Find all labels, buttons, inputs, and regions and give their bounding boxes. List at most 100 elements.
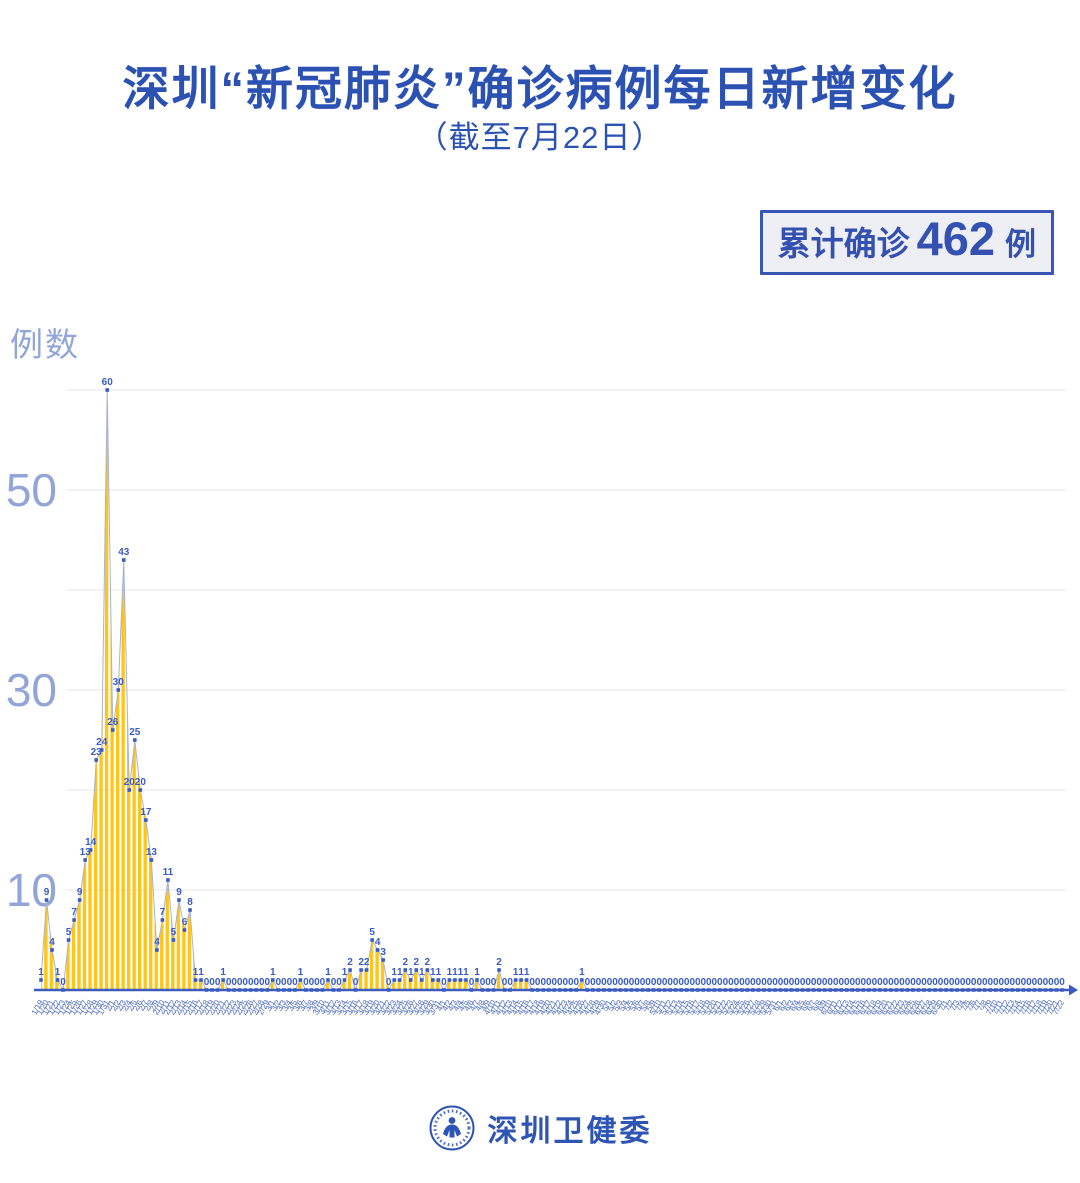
value-label: 0 bbox=[684, 977, 690, 988]
data-point bbox=[591, 988, 595, 992]
value-label: 0 bbox=[866, 977, 872, 988]
value-label: 0 bbox=[1026, 977, 1032, 988]
x-axis-arrow-icon bbox=[1069, 984, 1078, 996]
data-point bbox=[480, 988, 485, 992]
data-point bbox=[756, 988, 761, 992]
value-label: 0 bbox=[645, 977, 651, 988]
data-point bbox=[133, 738, 137, 742]
value-label: 0 bbox=[982, 977, 988, 988]
data-point bbox=[144, 818, 148, 822]
data-point bbox=[784, 988, 788, 992]
data-point bbox=[177, 898, 181, 902]
data-point bbox=[248, 988, 253, 992]
data-point bbox=[894, 988, 899, 992]
data-point bbox=[226, 988, 231, 992]
data-point bbox=[149, 858, 154, 862]
data-point bbox=[844, 988, 849, 992]
data-point bbox=[83, 858, 87, 862]
data-point bbox=[867, 988, 871, 992]
value-label: 0 bbox=[253, 977, 259, 988]
value-label: 0 bbox=[507, 977, 513, 988]
value-label: 2 bbox=[414, 957, 420, 968]
value-label: 0 bbox=[894, 977, 900, 988]
data-point bbox=[657, 988, 661, 992]
data-point bbox=[447, 978, 452, 982]
data-point bbox=[182, 928, 187, 932]
data-point bbox=[563, 988, 568, 992]
data-point bbox=[811, 988, 816, 992]
data-point bbox=[569, 988, 573, 992]
value-label: 0 bbox=[596, 977, 602, 988]
value-label: 0 bbox=[734, 977, 740, 988]
data-point bbox=[381, 958, 385, 962]
y-tick-label: 10 bbox=[6, 864, 57, 916]
value-label: 0 bbox=[999, 977, 1005, 988]
value-label: 7 bbox=[71, 907, 77, 918]
data-point bbox=[905, 988, 910, 992]
data-point bbox=[557, 988, 562, 992]
data-point bbox=[458, 978, 463, 982]
data-point bbox=[806, 988, 810, 992]
value-label: 5 bbox=[171, 927, 177, 938]
data-point bbox=[1060, 988, 1064, 992]
value-label: 0 bbox=[949, 977, 955, 988]
value-label: 9 bbox=[176, 887, 182, 898]
data-point bbox=[475, 978, 479, 982]
value-label: 1 bbox=[55, 967, 61, 978]
data-point bbox=[320, 988, 325, 992]
data-point bbox=[1016, 988, 1020, 992]
value-label: 1 bbox=[342, 967, 348, 978]
data-point bbox=[50, 948, 54, 952]
data-point bbox=[949, 988, 954, 992]
data-point bbox=[552, 988, 557, 992]
value-label: 0 bbox=[386, 977, 392, 988]
data-point bbox=[403, 968, 408, 972]
data-point bbox=[982, 988, 987, 992]
value-label: 13 bbox=[80, 847, 92, 858]
data-point bbox=[585, 988, 590, 992]
data-point bbox=[530, 988, 534, 992]
data-point bbox=[960, 988, 965, 992]
value-label: 0 bbox=[855, 977, 861, 988]
data-point bbox=[254, 988, 259, 992]
value-label: 0 bbox=[1037, 977, 1043, 988]
value-label: 0 bbox=[971, 977, 977, 988]
value-label: 5 bbox=[369, 927, 375, 938]
value-label: 0 bbox=[700, 977, 706, 988]
value-label: 0 bbox=[292, 977, 298, 988]
value-label: 0 bbox=[309, 977, 315, 988]
value-label: 0 bbox=[1054, 977, 1060, 988]
value-label: 0 bbox=[303, 977, 309, 988]
data-point bbox=[933, 988, 937, 992]
data-point bbox=[1043, 988, 1048, 992]
value-label: 0 bbox=[607, 977, 613, 988]
value-label: 1 bbox=[325, 967, 331, 978]
value-label: 2 bbox=[425, 957, 431, 968]
data-point bbox=[574, 988, 579, 992]
value-label: 1 bbox=[220, 967, 226, 978]
area-fill bbox=[41, 390, 1062, 990]
page-title: 深圳“新冠肺炎”确诊病例每日新增变化 bbox=[122, 62, 958, 115]
data-point bbox=[833, 988, 838, 992]
value-label: 0 bbox=[943, 977, 949, 988]
value-label: 0 bbox=[667, 977, 673, 988]
data-point bbox=[364, 968, 369, 972]
value-label: 0 bbox=[242, 977, 248, 988]
data-point bbox=[160, 918, 165, 922]
data-point bbox=[431, 978, 435, 982]
data-point bbox=[337, 988, 341, 992]
cumulative-total-badge: 累计确诊 462 例 bbox=[759, 210, 1054, 275]
data-point bbox=[773, 988, 777, 992]
value-label: 1 bbox=[298, 967, 304, 978]
data-point bbox=[491, 988, 496, 992]
value-label: 0 bbox=[888, 977, 894, 988]
data-point bbox=[55, 978, 60, 982]
value-label: 0 bbox=[546, 977, 552, 988]
value-label: 3 bbox=[380, 947, 386, 958]
data-point bbox=[596, 988, 601, 992]
data-point bbox=[513, 978, 518, 982]
data-point bbox=[414, 968, 419, 972]
data-point bbox=[916, 988, 921, 992]
value-label: 6 bbox=[182, 917, 188, 928]
value-label: 0 bbox=[574, 977, 580, 988]
